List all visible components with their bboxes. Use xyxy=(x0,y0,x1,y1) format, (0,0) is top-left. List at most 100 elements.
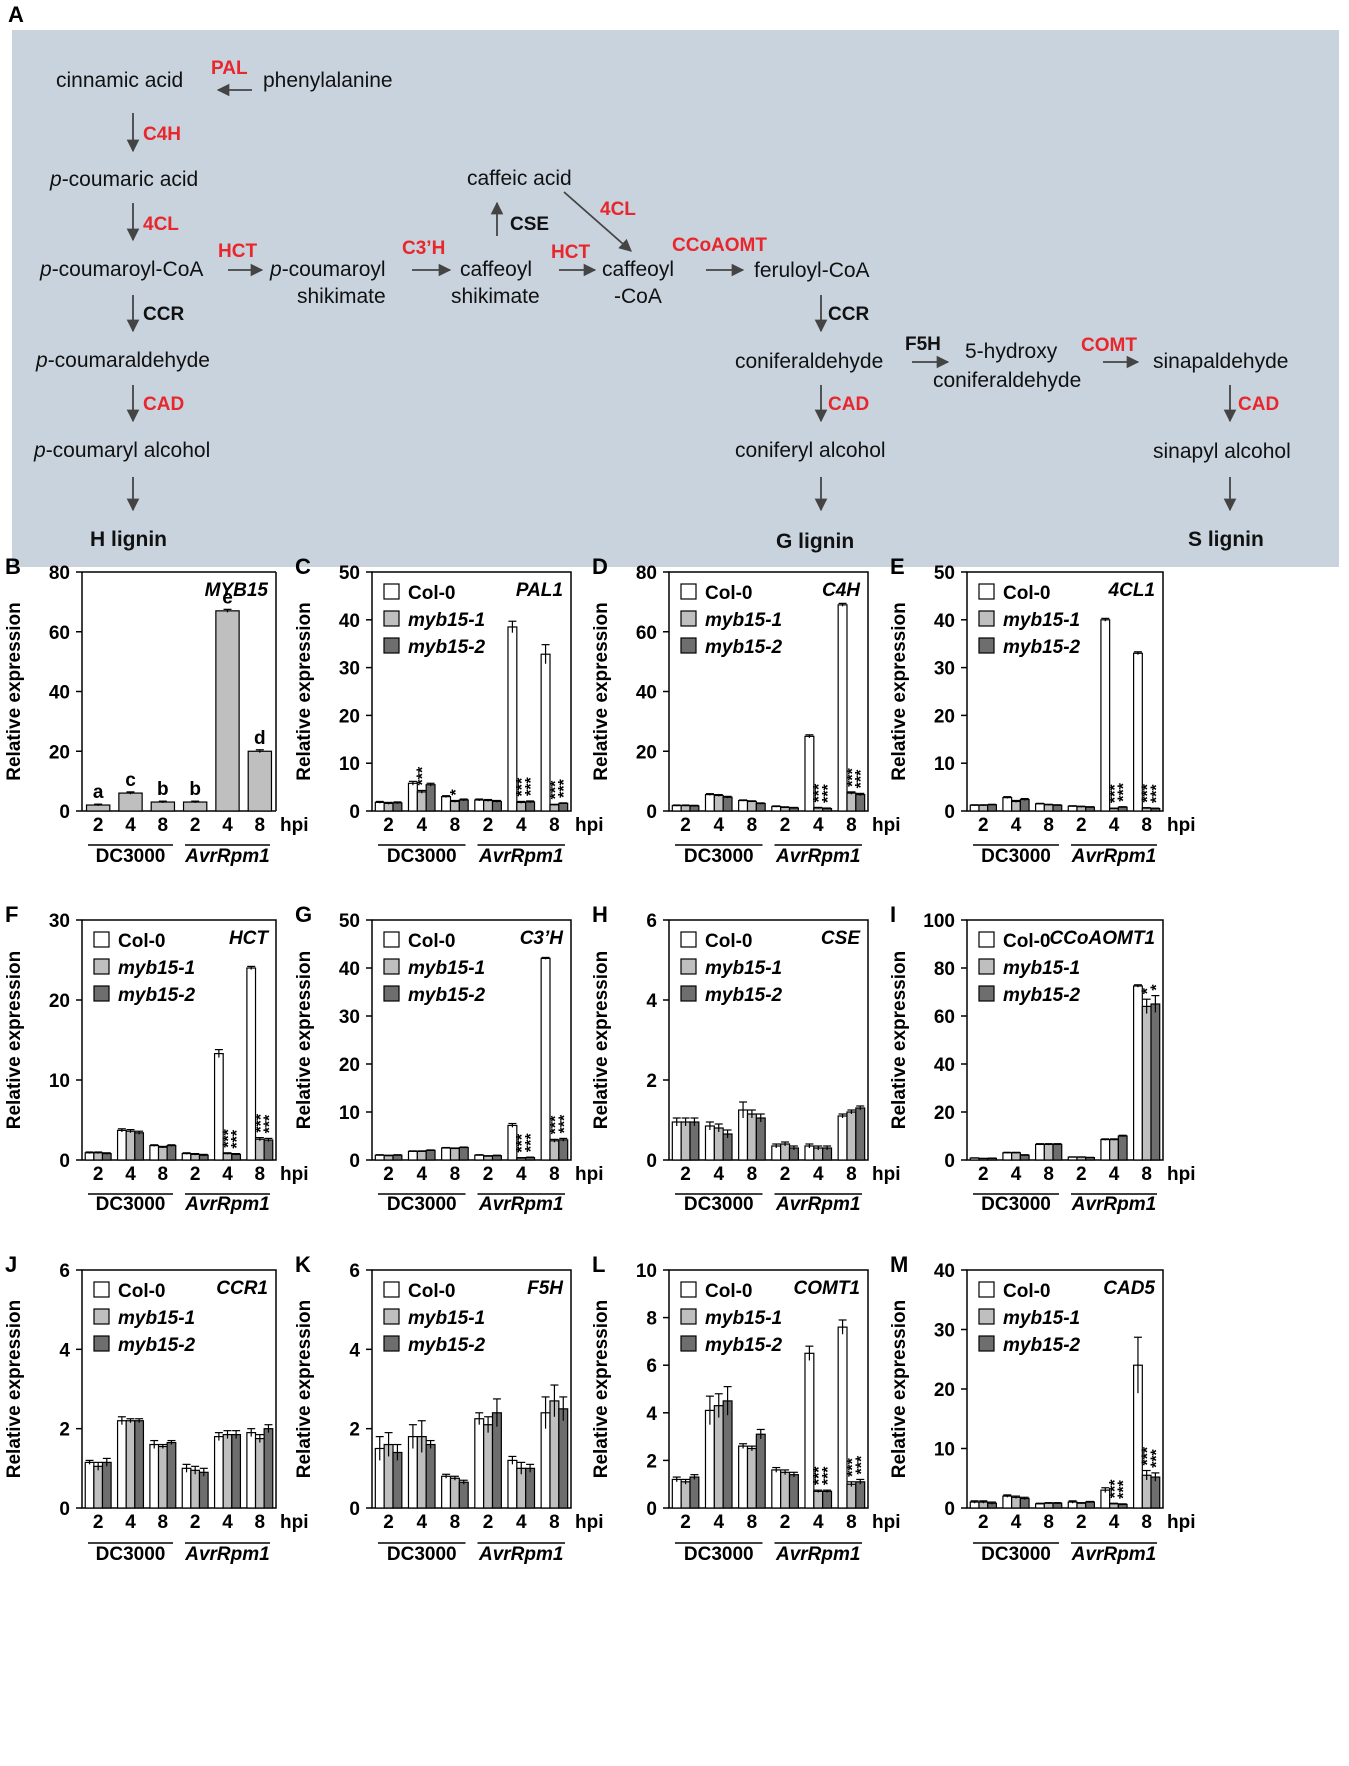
bar xyxy=(116,1420,127,1509)
x-tick-label: 4 xyxy=(416,815,427,836)
y-tick-label: 4 xyxy=(349,1340,360,1361)
pathway-arrows xyxy=(126,83,1237,512)
chart-title: C3’H xyxy=(520,928,565,949)
x-tick-label: 8 xyxy=(158,815,169,836)
x-tick-label: 8 xyxy=(450,1512,461,1533)
bar xyxy=(713,1405,724,1509)
y-tick-label: 20 xyxy=(339,1055,360,1076)
x-tick-label: 4 xyxy=(125,815,136,836)
significance-letter: b xyxy=(189,779,201,800)
bar xyxy=(704,1409,715,1509)
x-unit-label: hpi xyxy=(280,815,309,836)
y-tick-label: 40 xyxy=(339,611,360,632)
enzyme-cad-3: CAD xyxy=(1238,394,1279,415)
y-tick-label: 8 xyxy=(646,1309,657,1330)
group-label: DC3000 xyxy=(981,846,1051,867)
bar xyxy=(1141,1005,1152,1161)
lignin-s: S lignin xyxy=(1188,528,1264,551)
bar xyxy=(780,1471,791,1509)
chart-title: MYB15 xyxy=(205,580,269,601)
x-tick-label: 4 xyxy=(813,815,824,836)
enzyme-pal: PAL xyxy=(211,58,248,79)
x-tick-label: 2 xyxy=(978,815,989,836)
bar xyxy=(449,1477,460,1509)
compound-phenylalanine: phenylalanine xyxy=(263,69,393,92)
legend-label: myb15-1 xyxy=(408,1308,485,1329)
bar xyxy=(1117,1135,1128,1161)
panel-letter: K xyxy=(295,1252,311,1277)
legend-swatch xyxy=(978,583,995,600)
legend-label: Col-0 xyxy=(408,931,456,952)
enzyme-ccr-2: CCR xyxy=(828,304,869,325)
legend-swatch xyxy=(383,610,400,627)
significance-stars: *** xyxy=(1116,782,1133,801)
enzyme-hct-1: HCT xyxy=(218,241,257,262)
bar xyxy=(722,796,733,812)
bar xyxy=(549,1140,560,1161)
y-axis-label: Relative expression xyxy=(591,951,612,1129)
group-label: DC3000 xyxy=(684,846,754,867)
bar xyxy=(474,1154,485,1161)
plot-frame xyxy=(371,1269,572,1509)
bar xyxy=(804,1145,815,1161)
x-unit-label: hpi xyxy=(1167,1164,1196,1185)
significance-stars: *** xyxy=(261,1114,278,1133)
x-tick-label: 2 xyxy=(680,1164,691,1185)
bar xyxy=(689,1476,700,1509)
x-tick-label: 8 xyxy=(450,1164,461,1185)
bar xyxy=(1034,1503,1045,1509)
legend-label: Col-0 xyxy=(408,1281,456,1302)
legend-label: myb15-1 xyxy=(705,610,782,631)
y-tick-label: 0 xyxy=(646,1499,657,1520)
panel-letter: E xyxy=(890,554,905,579)
legend-label: Col-0 xyxy=(1003,583,1051,604)
bar xyxy=(713,1127,724,1161)
x-tick-label: 2 xyxy=(1076,815,1087,836)
x-tick-label: 8 xyxy=(1043,1512,1054,1533)
panel-letter: G xyxy=(295,902,312,927)
compound-coniferyl-alcohol: coniferyl alcohol xyxy=(735,439,886,462)
legend-label: Col-0 xyxy=(705,1281,753,1302)
panel-letter: L xyxy=(592,1252,605,1277)
y-tick-label: 10 xyxy=(934,754,955,775)
significance-letter: e xyxy=(222,587,233,608)
bar xyxy=(190,1469,201,1509)
x-tick-label: 8 xyxy=(846,815,857,836)
bar xyxy=(383,802,394,812)
y-tick-label: 4 xyxy=(646,1404,657,1425)
legend-swatch xyxy=(680,958,697,975)
bar xyxy=(181,1152,192,1161)
bar xyxy=(855,1107,866,1161)
bar xyxy=(416,791,427,812)
group-label: DC3000 xyxy=(387,1544,457,1565)
x-tick-label: 2 xyxy=(1076,1512,1087,1533)
y-axis-label: Relative expression xyxy=(294,1300,315,1478)
bar xyxy=(1117,806,1128,812)
bar xyxy=(118,792,143,812)
x-tick-label: 4 xyxy=(1109,1164,1120,1185)
bar xyxy=(374,1154,385,1161)
bar xyxy=(458,799,469,812)
bar xyxy=(689,805,700,812)
bar xyxy=(474,799,485,812)
enzyme-cse: CSE xyxy=(510,214,549,235)
bar xyxy=(190,1153,201,1161)
bar xyxy=(125,1420,136,1509)
bar xyxy=(1141,1474,1152,1509)
y-tick-label: 80 xyxy=(934,959,955,980)
bar xyxy=(483,799,494,812)
group-label: AvrRpm1 xyxy=(184,1194,269,1215)
compound-cinnamic-acid: cinnamic acid xyxy=(56,69,183,92)
x-tick-label: 4 xyxy=(1109,1512,1120,1533)
bar xyxy=(166,1441,177,1509)
legend-swatch xyxy=(383,931,400,948)
x-tick-label: 4 xyxy=(713,815,724,836)
compound-coniferaldehyde: coniferaldehyde xyxy=(735,350,883,373)
significance-stars: *** xyxy=(547,780,564,799)
bar xyxy=(1019,1154,1030,1161)
significance-stars: *** xyxy=(556,778,573,797)
